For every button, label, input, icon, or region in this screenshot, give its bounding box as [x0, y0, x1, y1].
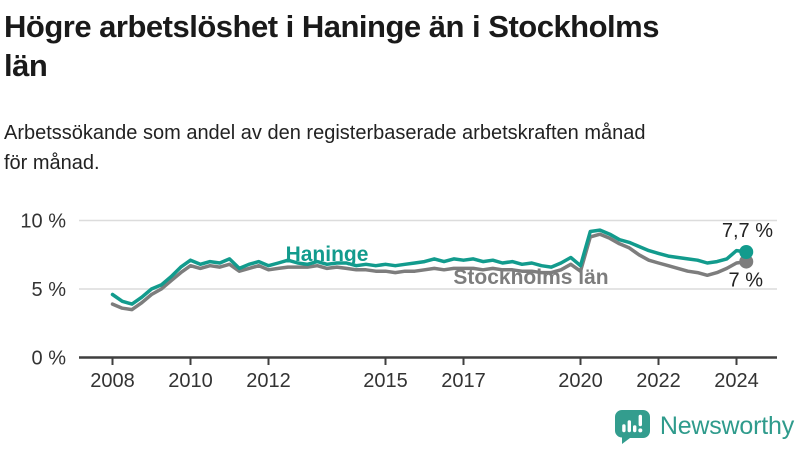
x-tick-label-2022: 2022 — [636, 370, 681, 392]
x-tick-label-2012: 2012 — [246, 370, 291, 392]
y-tick-label-5: 5 % — [32, 279, 67, 301]
stockholms-l-n-series-label: Stockholms län — [453, 266, 608, 289]
stockholms-l-n-end-dot — [739, 254, 754, 269]
page-subtitle-line-1: Arbetssökande som andel av den registerb… — [4, 122, 646, 144]
x-tick-label-2024: 2024 — [714, 370, 759, 392]
x-tick-label-2015: 2015 — [363, 370, 408, 392]
x-tick-label-2017: 2017 — [441, 370, 486, 392]
end-value-labels-group: 7 % 7,7 % — [722, 220, 773, 292]
bar-chart-speech-bubble-icon — [614, 410, 650, 444]
x-axis-group: 2008 2010 2012 2015 2017 2020 2022 2024 — [79, 356, 777, 392]
page-subtitle-line-2: för månad. — [4, 152, 100, 174]
page-title: Högre arbetslöshet i Haninge än i Stockh… — [4, 7, 784, 85]
haninge-series-label: Haninge — [286, 243, 369, 266]
gridlines-group — [79, 219, 777, 290]
page-subtitle: Arbetssökande som andel av den registerb… — [4, 118, 784, 178]
haninge-end-dot — [739, 245, 754, 260]
page-title-line-2: län — [4, 48, 48, 83]
haninge-line — [110, 228, 749, 306]
x-tick-label-2008: 2008 — [90, 370, 135, 392]
y-axis-labels-group: 10 % 5 % 0 % — [20, 211, 66, 370]
x-tick-label-2020: 2020 — [558, 370, 603, 392]
newsworthy-logo: Newsworthy — [614, 409, 794, 444]
y-tick-label-0: 0 % — [32, 348, 67, 370]
series-lines-group — [110, 228, 749, 312]
series-labels-group: Stockholms län Haninge — [286, 243, 609, 289]
newsworthy-logo-text: Newsworthy — [659, 412, 794, 440]
x-tick-label-2010: 2010 — [168, 370, 213, 392]
end-dots-group — [739, 245, 754, 269]
haninge-end-value-label: 7,7 % — [722, 220, 773, 242]
stockholms-l-n-line — [110, 232, 749, 312]
stockholms-l-n-end-value-label: 7 % — [729, 270, 764, 292]
y-tick-label-10: 10 % — [20, 211, 66, 233]
page-title-line-1: Högre arbetslöshet i Haninge än i Stockh… — [4, 9, 659, 44]
